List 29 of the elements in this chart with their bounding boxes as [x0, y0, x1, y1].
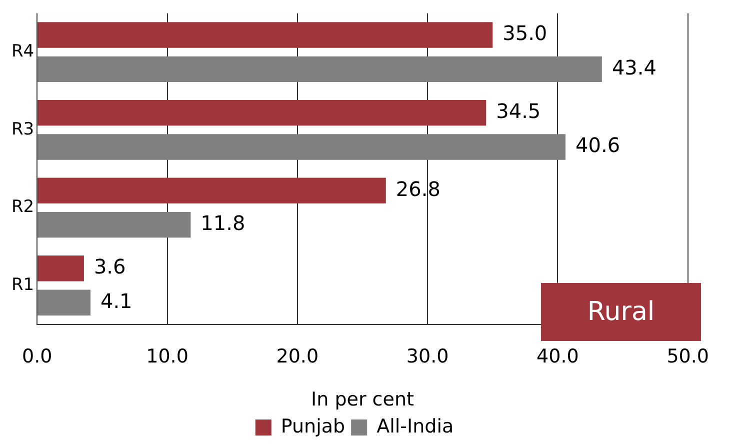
data-label: 34.5 [496, 98, 541, 123]
x-tick-label: 50.0 [666, 346, 710, 368]
x-tick-label: 0.0 [22, 346, 52, 368]
data-label: 11.8 [200, 211, 246, 236]
legend-label: Punjab [280, 415, 346, 438]
bar [38, 22, 493, 48]
data-label: 43.4 [612, 55, 656, 80]
label-box: Rural [541, 283, 701, 341]
bar [38, 134, 566, 160]
data-label: 40.6 [576, 133, 620, 158]
x-tick-label: 10.0 [146, 346, 188, 368]
bar [38, 178, 386, 204]
bar [38, 56, 602, 82]
x-tick-label: 20.0 [276, 346, 319, 368]
x-axis-title: In per cent [311, 388, 414, 411]
bar [38, 100, 486, 126]
y-tick-label: R2 [11, 197, 34, 218]
data-label: 3.6 [94, 254, 126, 279]
y-tick-label: R4 [11, 42, 34, 62]
data-label: 4.1 [100, 288, 132, 313]
x-tick-label: 40.0 [536, 346, 579, 368]
y-tick-label: R3 [11, 119, 34, 140]
data-label: 35.0 [502, 21, 548, 46]
bar [38, 290, 90, 316]
bar [38, 256, 84, 282]
y-tick-label: R1 [11, 274, 34, 295]
bar [38, 212, 191, 238]
x-tick-label: 30.0 [406, 346, 449, 368]
legend-label: All-India [376, 415, 454, 438]
